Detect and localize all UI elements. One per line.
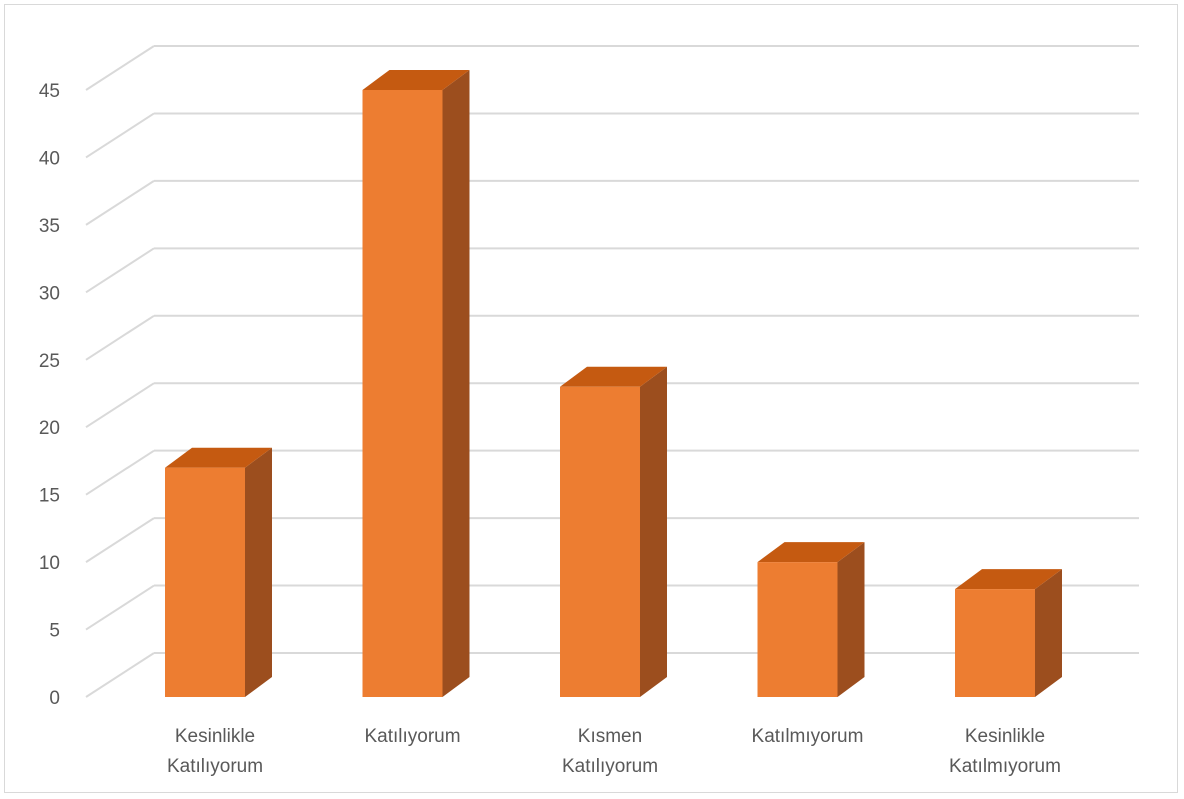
x-axis-category-labels: Kesinlikle Katılıyorum Katılıyorum Kısmen Ka… [167, 726, 1061, 777]
y-tick-label: 30 [39, 283, 60, 304]
y-tick-label: 0 [49, 688, 60, 709]
bar-side [1035, 569, 1062, 697]
y-tick-label: 45 [39, 81, 60, 102]
bar-side [442, 70, 470, 697]
gridline-diagonal [85, 180, 155, 226]
gridline-diagonal [85, 112, 155, 159]
bar-top [362, 70, 470, 90]
bar [560, 366, 667, 697]
gridline-diagonal [85, 584, 155, 631]
bar-top [955, 569, 1062, 590]
bar-front [362, 90, 443, 697]
bar-front [165, 467, 245, 697]
bar-front [560, 386, 640, 697]
y-tick-label: 40 [39, 148, 60, 169]
gridline-diagonal [85, 247, 155, 294]
category-label: Kısmen Katılıyorum [562, 726, 658, 777]
y-tick-label: 5 [49, 621, 60, 642]
category-label-line: Kesinlikle [965, 726, 1045, 747]
category-label: Kesinlikle Katılmıyorum [949, 726, 1061, 777]
category-label-line: Kesinlikle [175, 726, 255, 747]
y-tick-label: 10 [39, 553, 60, 574]
y-tick-label: 20 [39, 418, 60, 439]
category-label: Katılıyorum [364, 726, 460, 747]
bars [165, 70, 1062, 697]
bar [165, 447, 272, 697]
bar [757, 542, 865, 697]
category-label-line: Katılmıyorum [949, 756, 1061, 777]
category-label-line: Katılmıyorum [752, 726, 864, 747]
bar-side [245, 447, 272, 697]
bar-front [955, 589, 1035, 697]
category-label-line: Katılıyorum [364, 726, 460, 747]
category-label-line: Kısmen [578, 726, 642, 747]
gridline-diagonal [85, 382, 155, 429]
category-label: Kesinlikle Katılıyorum [167, 726, 263, 777]
bar-top [757, 542, 865, 563]
gridline-diagonal [85, 45, 155, 91]
category-label-line: Katılıyorum [167, 756, 263, 777]
y-tick-label: 15 [39, 486, 60, 507]
bar-side [640, 366, 667, 697]
gridline-diagonal [85, 652, 155, 698]
bar-front [757, 562, 838, 697]
y-axis-tick-labels: 0 5 10 15 20 25 30 35 40 45 [39, 81, 60, 709]
gridline-diagonal [85, 517, 155, 563]
gridline-diagonal [85, 449, 155, 496]
bar-top [165, 447, 272, 468]
category-label: Katılmıyorum [752, 726, 864, 747]
bar-top [560, 366, 667, 387]
bar-side [837, 542, 865, 697]
y-tick-label: 35 [39, 216, 60, 237]
bar [362, 70, 470, 697]
y-tick-label: 25 [39, 351, 60, 372]
bar [955, 569, 1062, 697]
gridline-diagonal [85, 314, 155, 361]
category-label-line: Katılıyorum [562, 756, 658, 777]
